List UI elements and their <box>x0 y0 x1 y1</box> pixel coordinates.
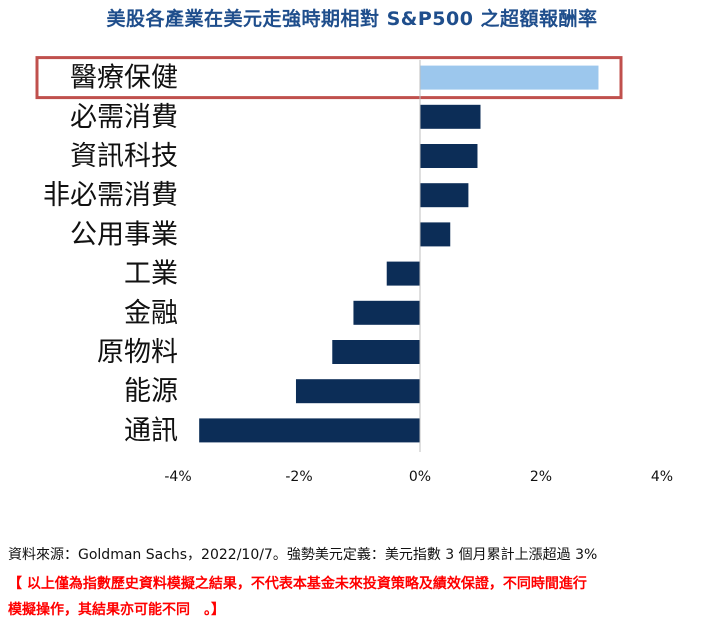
x-tick-label: -2% <box>285 469 312 485</box>
category-label: 公用事業 <box>70 219 178 250</box>
x-tick-label: 0% <box>409 469 431 485</box>
bar-6 <box>386 261 420 286</box>
bar-2 <box>420 104 481 129</box>
category-label: 醫療保健 <box>70 63 178 94</box>
source-note: 資料來源：Goldman Sachs，2022/10/7。強勢美元定義：美元指數… <box>8 547 598 563</box>
highlight-box <box>35 56 623 100</box>
chart-title: 美股各產業在美元走強時期相對 S&P500 之超額報酬率 <box>106 8 598 30</box>
category-label: 工業 <box>124 259 178 290</box>
disclaimer-line-2: 模擬操作，其結果亦可能不同 。】 <box>8 602 225 618</box>
category-label: 必需消費 <box>70 102 178 133</box>
bar-3 <box>420 144 478 168</box>
category-label: 能源 <box>124 376 178 407</box>
bar-8 <box>332 340 420 364</box>
x-tick-label: -4% <box>164 469 191 485</box>
category-label: 金融 <box>124 298 178 329</box>
category-label: 非必需消費 <box>43 180 178 211</box>
category-label: 通訊 <box>124 415 178 446</box>
bar-7 <box>353 300 420 325</box>
x-tick-label: 4% <box>651 469 673 485</box>
bar-4 <box>420 183 469 208</box>
category-label: 原物料 <box>97 337 178 368</box>
bar-9 <box>295 379 420 404</box>
category-label: 資訊科技 <box>70 141 178 172</box>
x-tick-label: 2% <box>530 469 552 485</box>
bar-1 <box>420 65 599 90</box>
disclaimer-line-1: 【 以上僅為指數歷史資料模擬之結果，不代表本基金未來投資策略及績效保證，不同時間… <box>8 576 587 592</box>
bar-10 <box>199 418 420 443</box>
bar-5 <box>420 222 451 247</box>
